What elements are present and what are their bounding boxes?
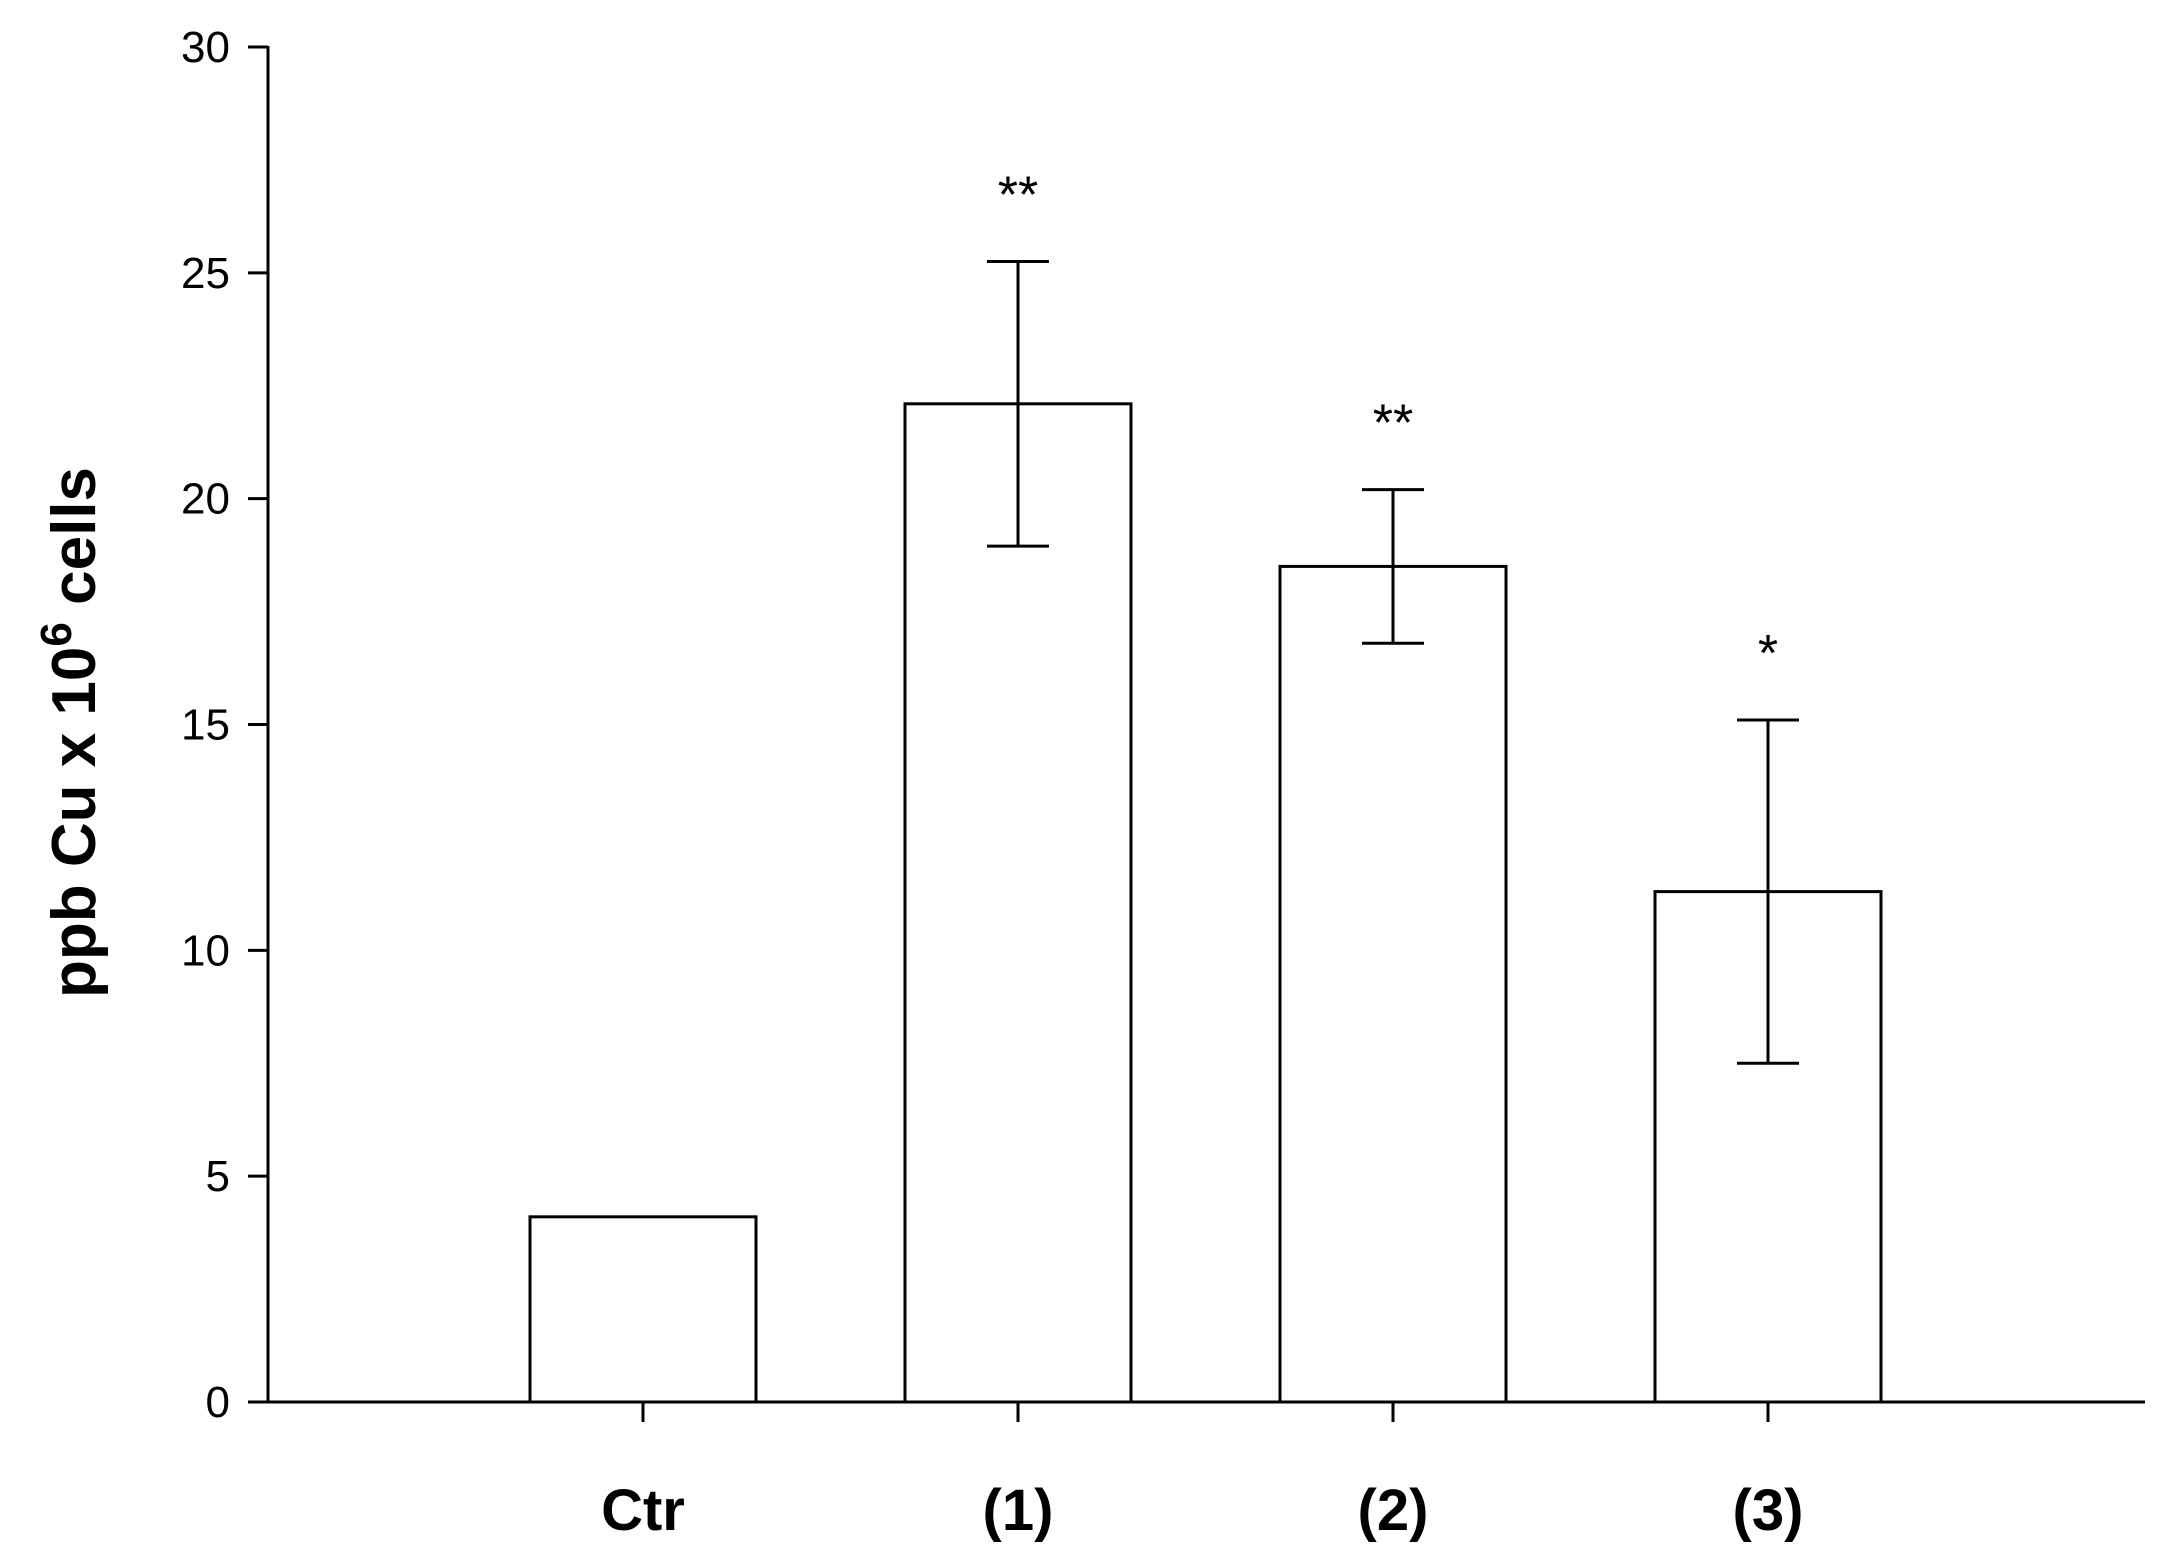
y-tick-label: 30 bbox=[181, 23, 230, 72]
y-axis-title-superscript: 6 bbox=[32, 622, 81, 646]
x-tick-label: (1) bbox=[983, 1478, 1054, 1543]
significance-label: * bbox=[1758, 625, 1778, 683]
y-tick-label: 20 bbox=[181, 475, 230, 524]
x-axis-ticks: Ctr (1) (2) (3) bbox=[601, 1402, 1803, 1543]
y-axis-ticks: 0 5 10 15 20 25 30 bbox=[181, 23, 268, 1427]
bar bbox=[903, 402, 1133, 1404]
bars bbox=[528, 402, 1883, 1404]
x-tick-label: (3) bbox=[1733, 1478, 1804, 1543]
significance-label: ** bbox=[1373, 395, 1413, 453]
y-axis-title: ppb Cu x 106 cells bbox=[32, 467, 109, 998]
x-tick-label: Ctr bbox=[601, 1478, 685, 1543]
y-tick-label: 0 bbox=[206, 1378, 230, 1427]
y-tick-label: 5 bbox=[206, 1152, 230, 1201]
significance-annotations: ***** bbox=[998, 167, 1778, 683]
y-axis-title-suffix: cells bbox=[40, 467, 109, 622]
bar bbox=[1278, 564, 1508, 1404]
error-bars bbox=[987, 260, 1799, 1065]
bar bbox=[528, 1215, 758, 1404]
x-tick-label: (2) bbox=[1358, 1478, 1429, 1543]
y-axis-title-prefix: ppb Cu x 10 bbox=[40, 647, 109, 998]
y-tick-label: 10 bbox=[181, 926, 230, 975]
y-tick-label: 15 bbox=[181, 701, 230, 750]
significance-label: ** bbox=[998, 167, 1038, 225]
y-tick-label: 25 bbox=[181, 249, 230, 298]
